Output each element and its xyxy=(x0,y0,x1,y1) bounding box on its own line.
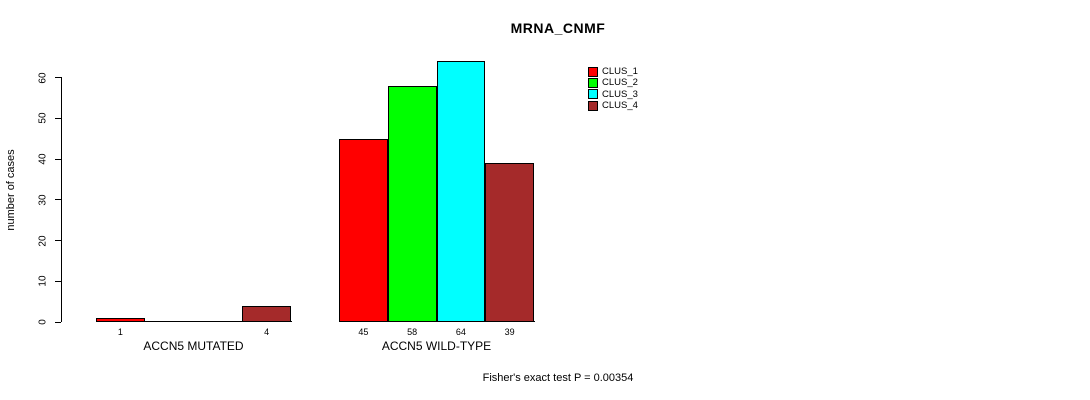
y-axis-label: number of cases xyxy=(5,149,17,231)
y-tick-mark xyxy=(55,240,61,241)
bar-value-label: 58 xyxy=(407,327,418,337)
bar-value-label: 1 xyxy=(117,327,123,337)
legend-label: CLUS_2 xyxy=(602,77,638,89)
y-tick-mark xyxy=(55,280,61,282)
y-tick-label: 40 xyxy=(37,153,49,165)
bar-clus_3-group1 xyxy=(436,61,486,322)
group-label-accn5-wild-type: ACCN5 WILD-TYPE xyxy=(381,339,492,353)
legend-entry-clus_2: CLUS_2 xyxy=(588,77,638,88)
legend-swatch-clus_1 xyxy=(588,66,598,77)
bar-value-label: 64 xyxy=(455,327,466,337)
group-label-accn5-mutated: ACCN5 MUTATED xyxy=(143,339,244,353)
y-tick-mark xyxy=(55,321,61,323)
bar-value-label: 45 xyxy=(358,327,369,337)
chart-title: MRNA_CNMF xyxy=(510,20,606,36)
y-tick-label: 30 xyxy=(37,194,49,206)
bar-value-label: 4 xyxy=(264,327,270,337)
bar-clus_4-group1 xyxy=(485,163,534,322)
y-tick-label: 0 xyxy=(37,319,49,325)
y-axis-line xyxy=(61,77,62,322)
legend-entry-clus_4: CLUS_4 xyxy=(588,100,638,111)
y-tick-label: 50 xyxy=(37,112,49,124)
bar-value-label: 39 xyxy=(504,327,515,337)
bar-clus_1-group1 xyxy=(339,138,388,322)
legend-label: CLUS_1 xyxy=(602,66,638,78)
legend-label: CLUS_3 xyxy=(602,88,638,100)
legend-swatch-clus_4 xyxy=(588,100,598,111)
y-tick-mark xyxy=(55,199,61,201)
legend-label: CLUS_4 xyxy=(602,100,638,112)
fisher-test-annotation: Fisher's exact test P = 0.00354 xyxy=(482,372,634,384)
bar-clus_2-group1 xyxy=(387,85,437,322)
y-tick-label: 60 xyxy=(37,71,49,84)
y-tick-label: 10 xyxy=(37,275,49,287)
y-tick-mark xyxy=(55,158,61,160)
legend-swatch-clus_2 xyxy=(588,77,598,88)
group-baseline xyxy=(96,321,292,322)
group-baseline xyxy=(339,321,535,322)
y-tick-mark xyxy=(55,117,61,119)
y-tick-mark xyxy=(55,77,61,78)
legend: CLUS_1 CLUS_2 CLUS_3 CLUS_4 xyxy=(588,66,638,111)
bar-clus_4-group0 xyxy=(242,305,291,322)
legend-swatch-clus_3 xyxy=(588,89,598,100)
y-tick-label: 20 xyxy=(37,234,49,247)
legend-entry-clus_1: CLUS_1 xyxy=(588,66,638,77)
legend-entry-clus_3: CLUS_3 xyxy=(588,89,638,100)
